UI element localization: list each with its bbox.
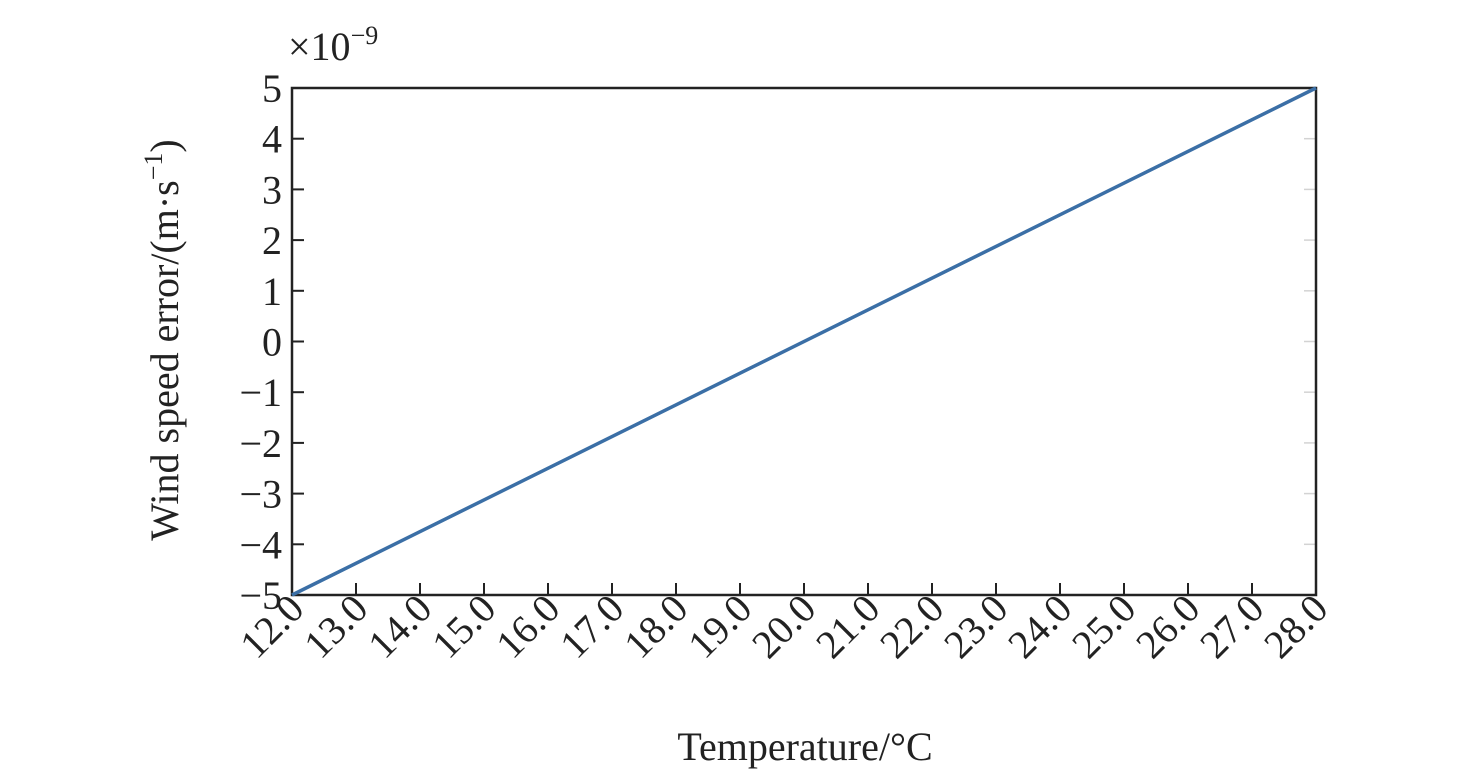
- x-tick-label: 27.0: [1191, 586, 1272, 667]
- y-multiplier-exponent: −9: [351, 21, 379, 50]
- y-axis-label-end: ): [142, 139, 187, 152]
- y-tick-label: −5: [239, 573, 282, 618]
- y-tick-label: 1: [262, 269, 282, 314]
- y-tick-label: −4: [239, 522, 282, 567]
- x-tick-label: 13.0: [295, 586, 376, 667]
- y-tick-label: 0: [262, 320, 282, 365]
- x-tick-label: 20.0: [743, 586, 824, 667]
- y-axis-label: Wind speed error/(m·s−1): [139, 139, 187, 541]
- y-tick-label: −2: [239, 421, 282, 466]
- x-tick-label: 15.0: [423, 586, 504, 667]
- y-tick-label: 4: [262, 117, 282, 162]
- y-tick-label: −1: [239, 370, 282, 415]
- x-tick-label: 21.0: [807, 586, 888, 667]
- x-axis-label: Temperature/°C: [677, 724, 932, 769]
- x-tick-label: 25.0: [1063, 586, 1144, 667]
- y-multiplier-base: ×10: [288, 24, 351, 69]
- x-tick-label: 28.0: [1255, 586, 1336, 667]
- x-tick-label: 23.0: [935, 586, 1016, 667]
- data-line: [291, 86, 1317, 597]
- x-tick-label: 17.0: [551, 586, 632, 667]
- y-axis-label-exponent: −1: [139, 153, 168, 181]
- x-tick-label: 14.0: [359, 586, 440, 667]
- y-axis-label-text: Wind speed error/(m·s: [142, 180, 187, 541]
- y-tick-label: 3: [262, 167, 282, 212]
- x-tick-label: 26.0: [1127, 586, 1208, 667]
- y-tick-label: 2: [262, 218, 282, 263]
- x-tick-label: 24.0: [999, 586, 1080, 667]
- x-tick-label: 18.0: [615, 586, 696, 667]
- y-multiplier: ×10−9: [288, 21, 378, 69]
- x-tick-label: 22.0: [871, 586, 952, 667]
- y-tick-label: 5: [262, 66, 282, 111]
- x-tick-label: 16.0: [487, 586, 568, 667]
- y-tick-label: −3: [239, 472, 282, 517]
- x-tick-label: 19.0: [679, 586, 760, 667]
